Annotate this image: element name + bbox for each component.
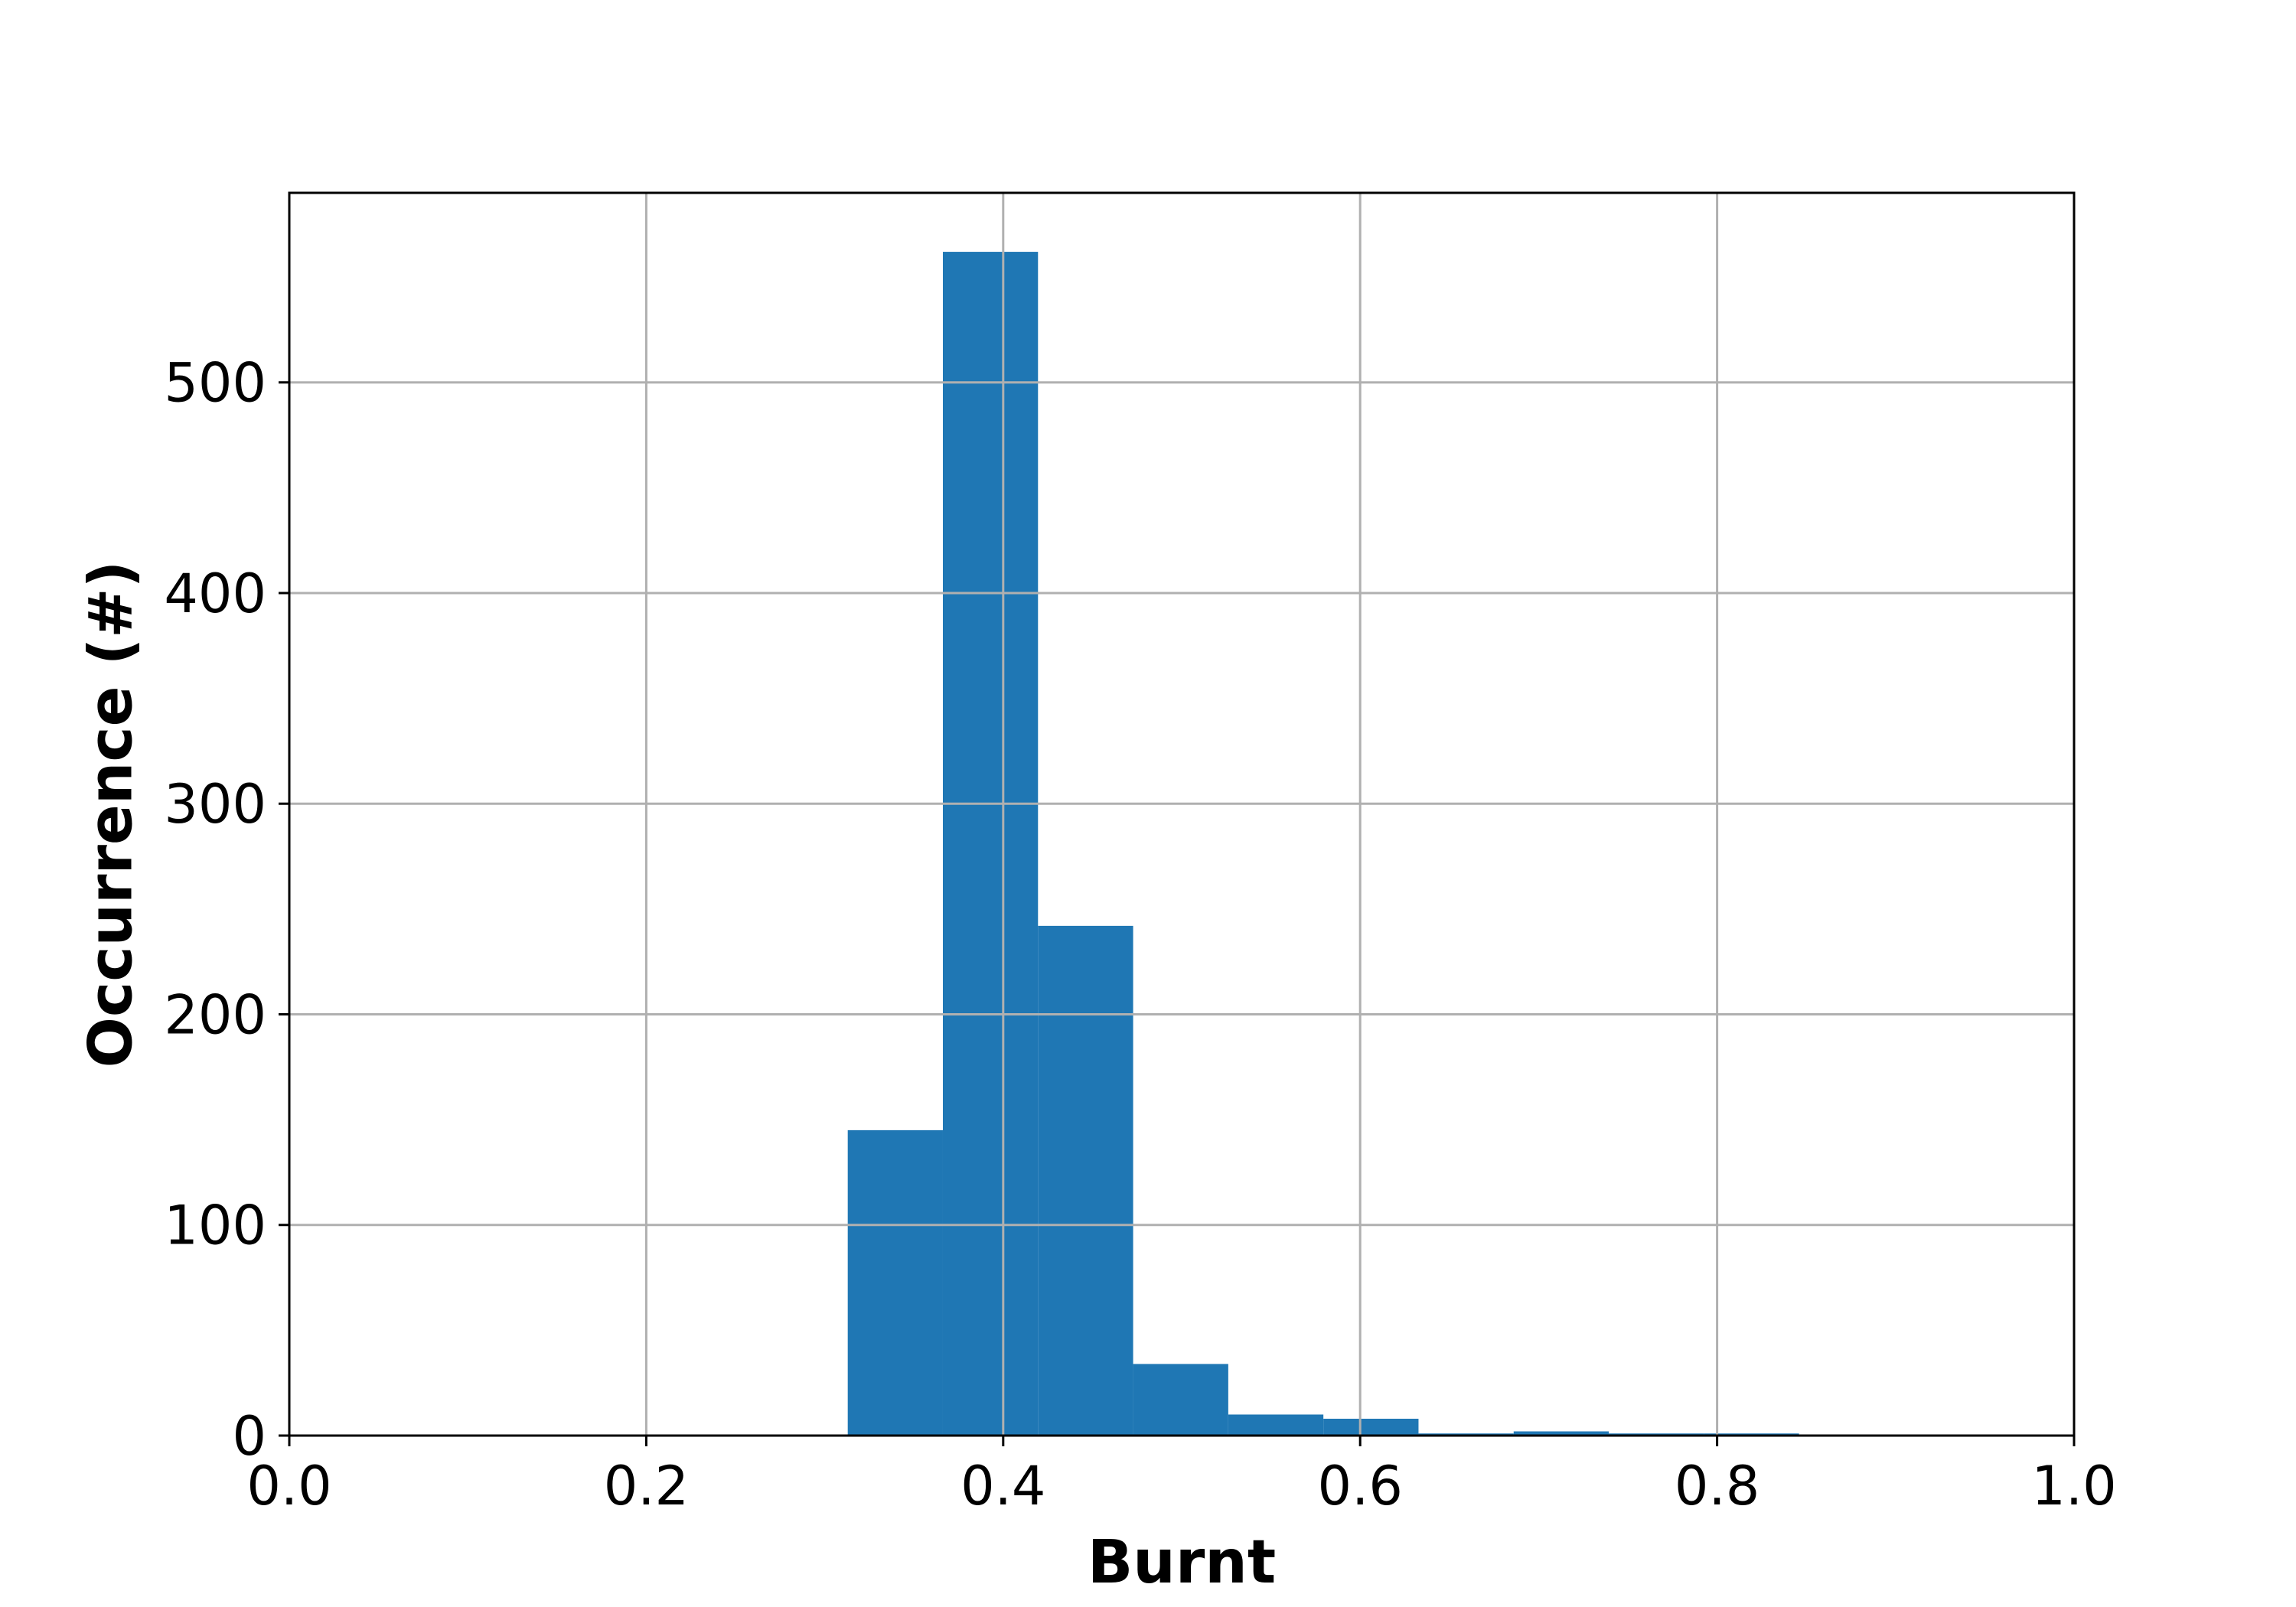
y-tick-label: 500 [164,352,266,415]
plot-frame [288,191,2076,1437]
x-tick-label: 1.0 [2031,1455,2116,1517]
y-axis-label: Occurrence (#) [77,561,145,1068]
x-tick-label: 0.8 [1675,1455,1760,1517]
y-tick-label: 200 [164,983,266,1046]
y-tick-label: 0 [232,1405,266,1468]
histogram-bar [1323,1418,1419,1436]
grid [288,193,2076,1437]
ticks: 0.0 0.2 0.4 0.6 0.8 1.0 0 100 200 300 400 500 [164,352,2116,1517]
histogram-bar [1228,1414,1324,1436]
x-axis-label: Burnt [1088,1528,1276,1597]
x-tick-label: 0.6 [1318,1455,1403,1517]
y-tick-label: 100 [164,1195,266,1257]
x-tick-label: 0.4 [960,1455,1045,1517]
bars [847,252,1799,1436]
x-tick-label: 0.2 [604,1455,689,1517]
y-tick-label: 400 [164,562,266,625]
y-tick-label: 300 [164,773,266,836]
histogram-bar [942,252,1039,1436]
histogram-bar [1513,1431,1609,1436]
x-tick-label: 0.0 [246,1455,331,1517]
histogram-bar [1038,925,1133,1436]
histogram-bar [1133,1364,1228,1436]
histogram-bar [847,1129,943,1436]
